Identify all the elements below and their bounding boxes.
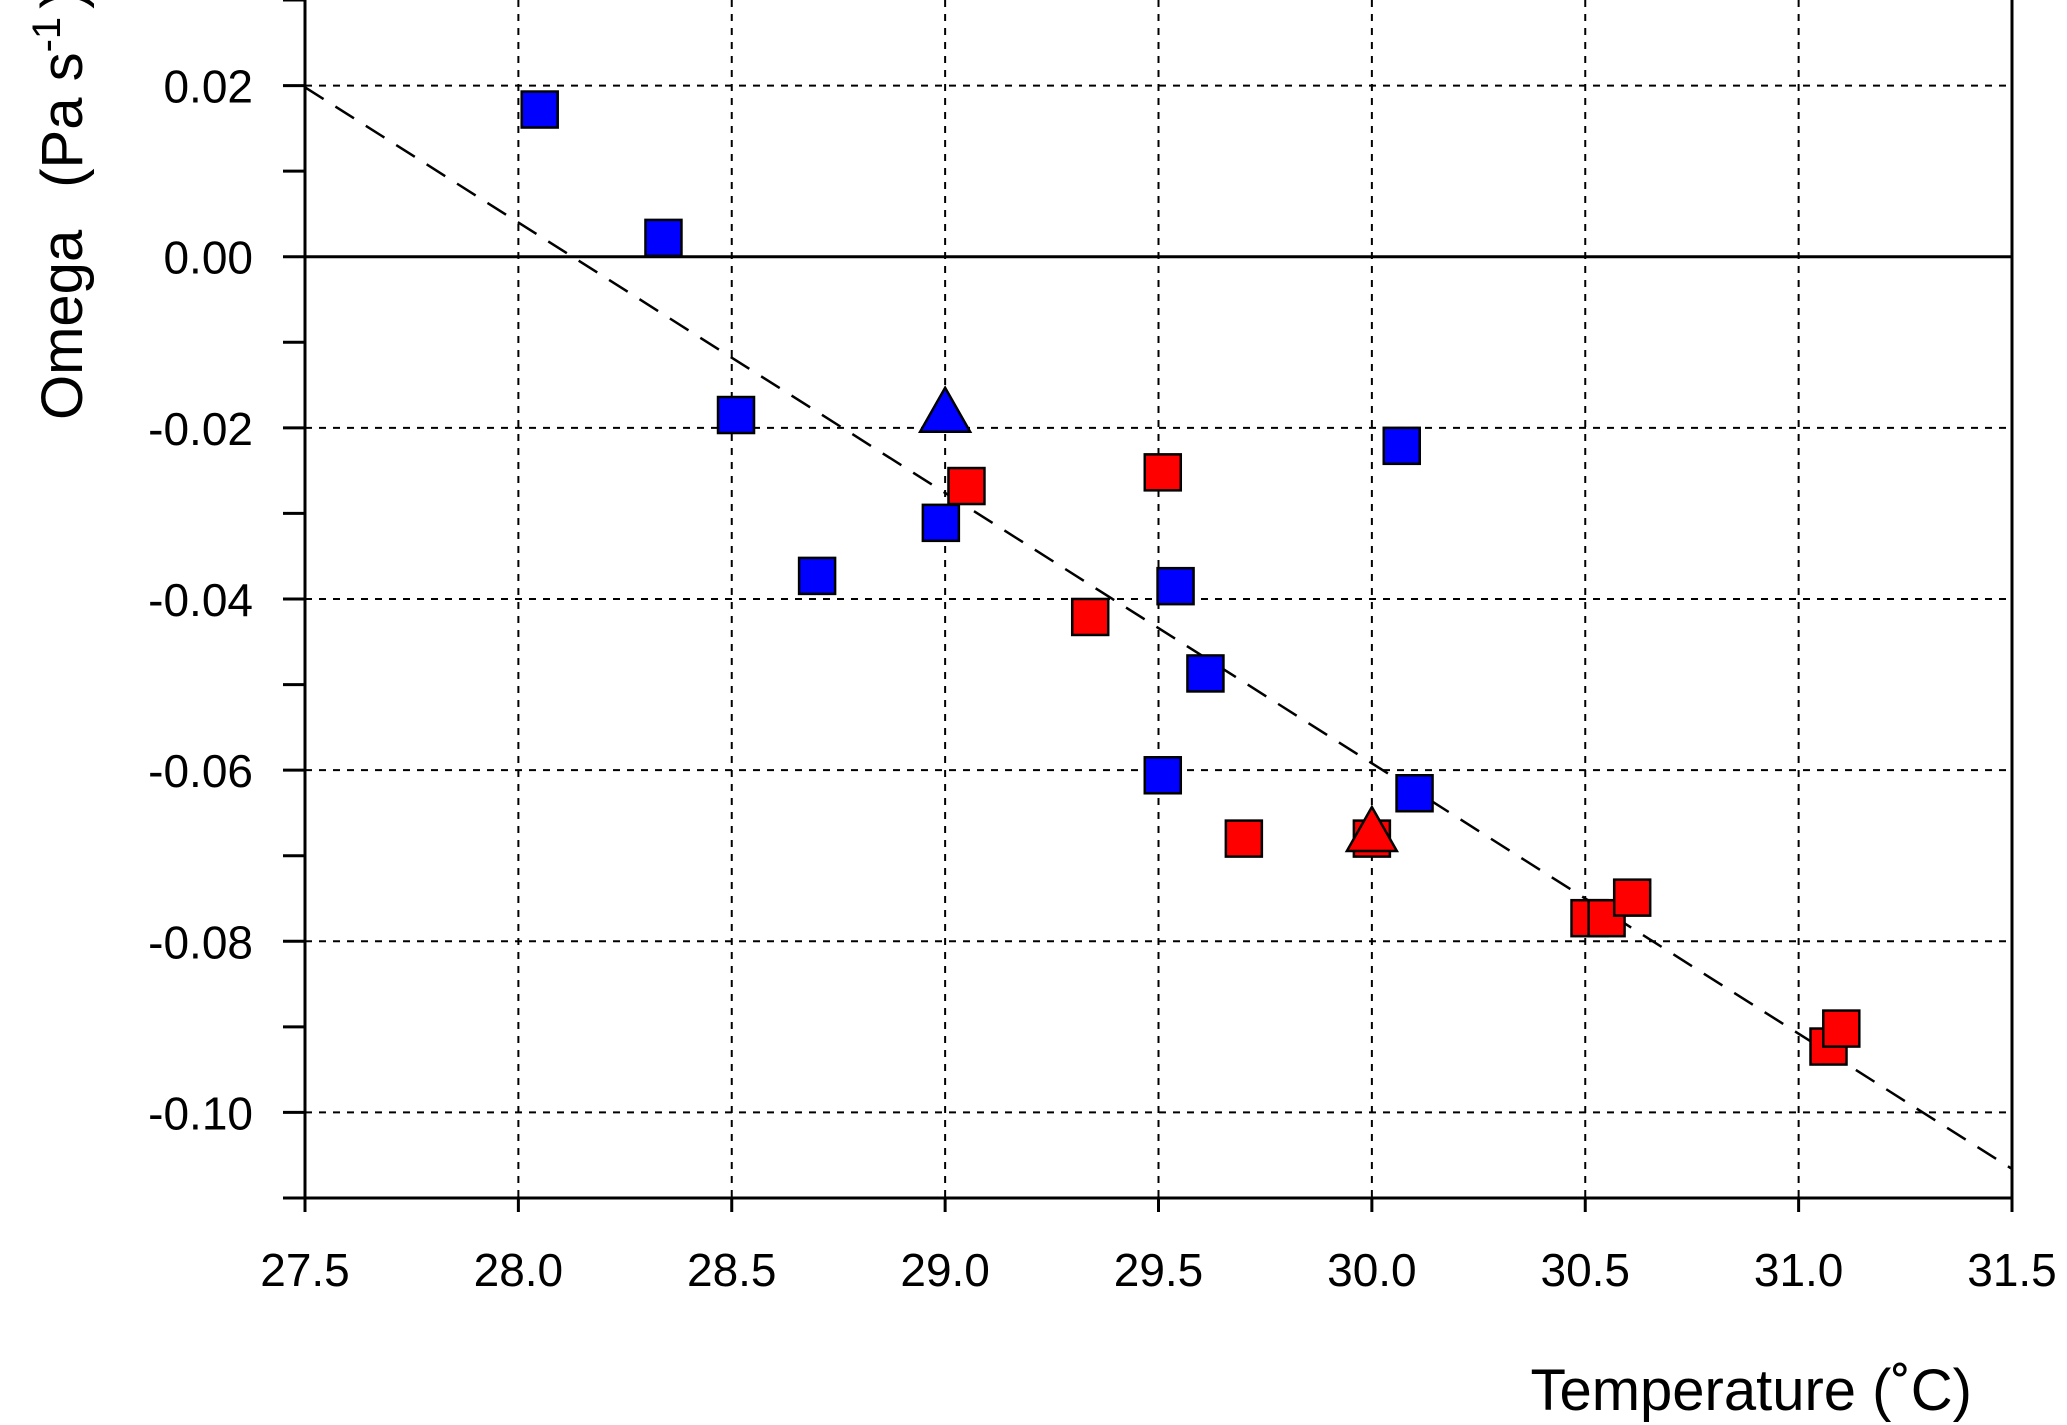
data-point-square <box>797 556 837 596</box>
y-axis-title-group: Omega (Pa s-1) <box>25 0 95 420</box>
data-point-square <box>1822 1009 1861 1048</box>
x-tick-label: 28.5 <box>687 1244 777 1296</box>
tick-labels: 27.5 28.0 28.5 29.0 29.5 30.0 30.5 31.0 31.5 0.02… <box>148 61 2057 1296</box>
x-axis-title: Temperature (˚C) <box>1530 1358 1972 1423</box>
data-point-square <box>1612 878 1652 917</box>
x-tick-label: 29.0 <box>900 1244 990 1296</box>
data-point-square <box>1156 566 1195 606</box>
axes <box>283 0 2014 1212</box>
data-point-square <box>921 503 961 543</box>
x-tick-label: 27.5 <box>260 1244 350 1296</box>
y-axis-title-name: Omega <box>30 229 95 420</box>
x-tick-label: 31.0 <box>1754 1244 1844 1296</box>
data-point-square <box>1224 819 1264 858</box>
y-tick-label: -0.10 <box>148 1087 253 1139</box>
y-axis-title: Omega (Pa s-1) <box>25 0 95 420</box>
x-tick-label: 29.5 <box>1114 1244 1204 1296</box>
x-tick-label: 31.5 <box>1967 1244 2057 1296</box>
y-axis-title-unit-sup: -1 <box>25 17 69 53</box>
data-point-square <box>1186 654 1225 693</box>
x-tick-label: 28.0 <box>474 1244 564 1296</box>
y-tick-label: -0.02 <box>148 403 253 455</box>
y-tick-label: 0.02 <box>163 61 253 113</box>
y-tick-label: -0.06 <box>148 745 253 797</box>
y-tick-label: -0.08 <box>148 916 253 968</box>
y-tick-label: -0.04 <box>148 574 253 626</box>
data-point-square <box>1143 756 1183 795</box>
data-points <box>520 90 1861 1066</box>
data-point-square <box>1070 597 1110 637</box>
data-point-square <box>716 395 756 435</box>
data-point-square <box>520 90 559 129</box>
x-tick-label: 30.0 <box>1327 1244 1417 1296</box>
data-point-square <box>1395 773 1434 813</box>
data-point-triangle <box>1344 804 1400 853</box>
y-axis-title-unit: (Pa s <box>30 52 95 187</box>
data-point-square <box>1382 426 1421 466</box>
x-tick-label: 30.5 <box>1540 1244 1630 1296</box>
grid-lines <box>305 0 2012 1198</box>
fit-line <box>304 86 2013 1170</box>
data-point-square <box>644 218 683 258</box>
data-point-square <box>1143 453 1183 492</box>
data-point-triangle <box>917 385 973 433</box>
y-axis-title-unit-close: ) <box>30 0 95 9</box>
y-tick-label: 0.00 <box>163 232 253 284</box>
data-point-square <box>947 466 986 506</box>
